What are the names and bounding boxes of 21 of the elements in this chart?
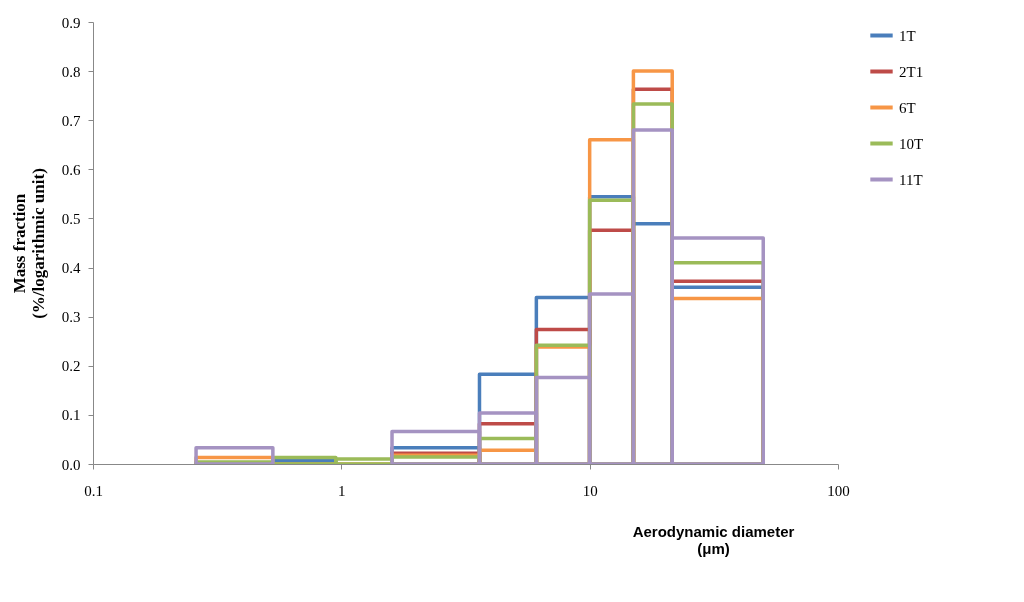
y-tick-label: 0.3: [61, 309, 81, 326]
x-tick-label: 100: [827, 482, 850, 499]
legend-label: 6T: [899, 99, 916, 116]
y-tick-label: 0.5: [61, 210, 81, 227]
y-tick-label: 0.1: [61, 407, 81, 424]
legend-label: 10T: [899, 135, 924, 152]
y-tick-label: 0.8: [61, 63, 81, 80]
legend-label: 11T: [899, 171, 923, 188]
legend-label: 2T1: [899, 63, 924, 80]
x-tick-label: 10: [582, 482, 598, 499]
y-tick-label: 0.2: [61, 358, 81, 375]
x-axis-title: Aerodynamic diameter (μm): [632, 522, 795, 557]
y-tick-label: 0.6: [61, 161, 81, 178]
y-tick-label: 0.7: [61, 112, 81, 129]
legend-label: 1T: [899, 27, 916, 44]
x-tick-label: 0.1: [84, 482, 103, 499]
y-tick-label: 0.9: [61, 14, 81, 31]
x-tick-label: 1: [338, 482, 346, 499]
y-tick-label: 0.0: [61, 456, 81, 473]
y-tick-label: 0.4: [61, 260, 81, 277]
y-axis-title: Mass fraction (%/logarithmic unit): [9, 168, 48, 319]
